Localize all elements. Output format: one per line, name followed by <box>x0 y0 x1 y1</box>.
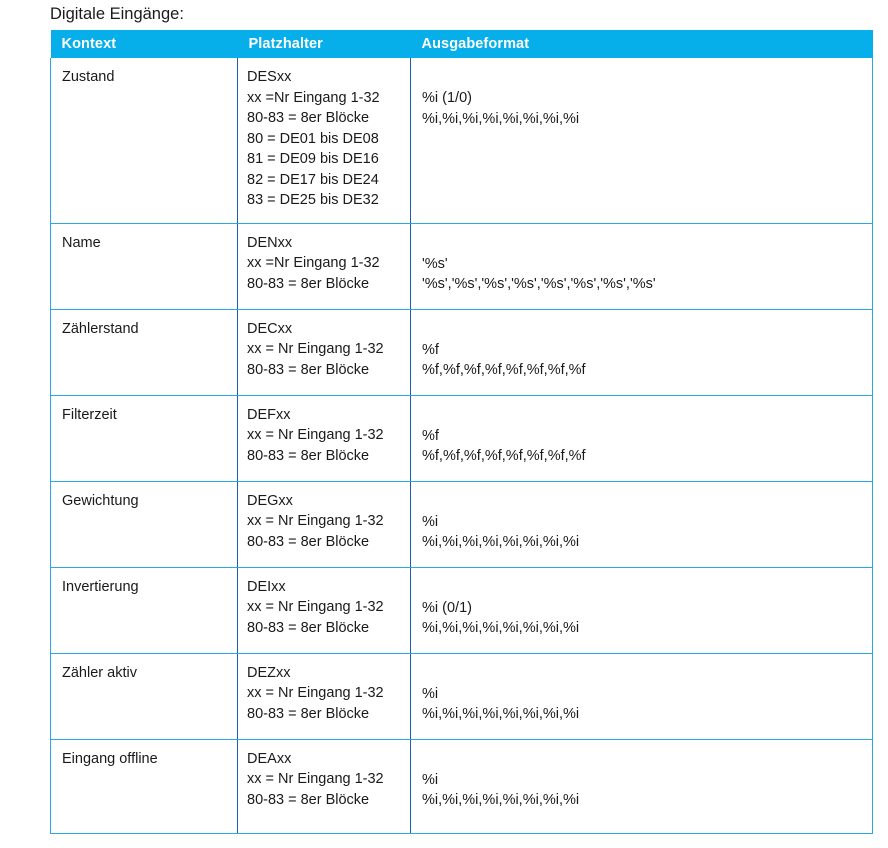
ausgabeformat-line: %i,%i,%i,%i,%i,%i,%i,%i <box>422 792 580 808</box>
platzhalter-line: DEFxx <box>247 406 291 423</box>
cell-ausgabeformat: '%s' '%s','%s','%s','%s','%s','%s','%s','… <box>410 223 873 310</box>
kontext-label: Invertierung <box>62 578 139 595</box>
ausgabeformat-line: '%s' <box>422 255 448 272</box>
page-title: Digitale Eingänge: <box>50 5 184 23</box>
ausgabeformat-line: %i,%i,%i,%i,%i,%i,%i,%i <box>422 620 580 636</box>
kontext-label: Gewichtung <box>62 492 139 509</box>
kontext-label: Zähler aktiv <box>62 664 137 681</box>
platzhalter-line: 80-83 = 8er Blöcke <box>247 705 370 722</box>
platzhalter-line: 80-83 = 8er Blöcke <box>247 110 370 126</box>
ausgabeformat-line: %i,%i,%i,%i,%i,%i,%i,%i <box>422 110 580 127</box>
cell-ausgabeformat: %i (0/1) %i,%i,%i,%i,%i,%i,%i,%i <box>410 567 873 654</box>
cell-ausgabeformat: %i %i,%i,%i,%i,%i,%i,%i,%i <box>410 653 873 740</box>
ausgabeformat-line: %f,%f,%f,%f,%f,%f,%f,%f <box>422 362 586 378</box>
cell-kontext: Filterzeit <box>50 395 238 482</box>
table-row: Eingang offline DEAxx xx = Nr Eingang 1-32… <box>50 739 873 834</box>
platzhalter-line: DEGxx <box>247 492 293 509</box>
cell-kontext: Eingang offline <box>50 739 238 834</box>
table-row: Filterzeit DEFxx xx = Nr Eingang 1-32 80-83… <box>50 395 873 482</box>
platzhalter-line: xx = Nr Eingang 1-32 <box>247 427 384 443</box>
cell-ausgabeformat: %f %f,%f,%f,%f,%f,%f,%f,%f <box>410 309 873 396</box>
ausgabeformat-line: %i (1/0) <box>422 90 472 106</box>
table-header: Kontext Platzhalter Ausgabeformat <box>50 30 873 58</box>
kontext-label: Zählerstand <box>62 320 139 337</box>
platzhalter-line: xx = Nr Eingang 1-32 <box>247 685 384 701</box>
table-row: Zählerstand DECxx xx = Nr Eingang 1-32 80-8… <box>50 309 873 396</box>
platzhalter-line: xx =Nr Eingang 1-32 <box>247 255 380 271</box>
kontext-label: Eingang offline <box>62 750 158 767</box>
platzhalter-line: 80-83 = 8er Blöcke <box>247 361 370 378</box>
cell-platzhalter: DEZxx xx = Nr Eingang 1-32 80-83 = 8er Blö… <box>237 653 411 740</box>
table-row: Invertierung DEIxx xx = Nr Eingang 1-32 80-… <box>50 567 873 654</box>
platzhalter-line: xx = Nr Eingang 1-32 <box>247 341 384 357</box>
platzhalter-line: 80 = DE01 bis DE08 <box>247 130 379 147</box>
cell-ausgabeformat: %f %f,%f,%f,%f,%f,%f,%f,%f <box>410 395 873 482</box>
platzhalter-line: 80-83 = 8er Blöcke <box>247 447 370 464</box>
table-header-row: Kontext Platzhalter Ausgabeformat <box>50 30 873 58</box>
cell-ausgabeformat: %i (1/0) %i,%i,%i,%i,%i,%i,%i,%i <box>410 58 873 224</box>
cell-ausgabeformat: %i %i,%i,%i,%i,%i,%i,%i,%i <box>410 739 873 834</box>
platzhalter-line: 80-83 = 8er Blöcke <box>247 791 370 808</box>
cell-platzhalter: DEFxx xx = Nr Eingang 1-32 80-83 = 8er Blö… <box>237 395 411 482</box>
kontext-label: Zustand <box>62 69 115 85</box>
cell-platzhalter: DEIxx xx = Nr Eingang 1-32 80-83 = 8er Blö… <box>237 567 411 654</box>
platzhalter-line: 80-83 = 8er Blöcke <box>247 533 370 550</box>
platzhalter-line: 80-83 = 8er Blöcke <box>247 619 370 636</box>
platzhalter-line: 80-83 = 8er Blöcke <box>247 275 370 292</box>
table-body: Zustand DESxx xx =Nr Eingang 1-32 80-83 = 8… <box>50 58 873 834</box>
platzhalter-line: xx = Nr Eingang 1-32 <box>247 599 384 615</box>
platzhalter-line: xx =Nr Eingang 1-32 <box>247 89 380 106</box>
ausgabeformat-line: %i,%i,%i,%i,%i,%i,%i,%i <box>422 534 580 550</box>
ausgabeformat-line: %f,%f,%f,%f,%f,%f,%f,%f <box>422 448 586 464</box>
table-row: Gewichtung DEGxx xx = Nr Eingang 1-32 80-83… <box>50 481 873 568</box>
platzhalter-line: 83 = DE25 bis DE32 <box>247 192 379 208</box>
column-header-ausgabeformat: Ausgabeformat <box>410 30 873 58</box>
platzhalter-line: DEZxx <box>247 664 291 681</box>
platzhalter-line: xx = Nr Eingang 1-32 <box>247 771 384 787</box>
platzhalter-line: DEAxx <box>247 750 292 767</box>
table-row: Zustand DESxx xx =Nr Eingang 1-32 80-83 = 8… <box>50 58 873 224</box>
ausgabeformat-line: %i,%i,%i,%i,%i,%i,%i,%i <box>422 706 580 722</box>
platzhalter-line: DESxx <box>247 69 292 85</box>
column-header-kontext: Kontext <box>50 30 238 58</box>
table-row: Zähler aktiv DEZxx xx = Nr Eingang 1-32 80-… <box>50 653 873 740</box>
placeholder-table-wrapper: Kontext Platzhalter Ausgabeformat Zustan… <box>50 30 873 834</box>
cell-platzhalter: DECxx xx = Nr Eingang 1-32 80-83 = 8er Blö… <box>237 309 411 396</box>
platzhalter-line: DENxx <box>247 234 293 251</box>
platzhalter-line: DEIxx <box>247 578 286 595</box>
ausgabeformat-line: '%s','%s','%s','%s','%s','%s','%s','%s' <box>422 276 656 292</box>
ausgabeformat-line: %i (0/1) <box>422 599 472 616</box>
column-header-platzhalter: Platzhalter <box>237 30 411 58</box>
kontext-label: Filterzeit <box>62 406 117 423</box>
kontext-label: Name <box>62 234 101 251</box>
ausgabeformat-line: %f <box>422 341 439 358</box>
cell-kontext: Invertierung <box>50 567 238 654</box>
cell-platzhalter: DENxx xx =Nr Eingang 1-32 80-83 = 8er Blöc… <box>237 223 411 310</box>
cell-kontext: Zustand <box>50 58 238 224</box>
cell-platzhalter: DEGxx xx = Nr Eingang 1-32 80-83 = 8er Blö… <box>237 481 411 568</box>
cell-platzhalter: DESxx xx =Nr Eingang 1-32 80-83 = 8er Blöc… <box>237 58 411 224</box>
cell-kontext: Name <box>50 223 238 310</box>
table-row: Name DENxx xx =Nr Eingang 1-32 80-83 = 8er … <box>50 223 873 310</box>
cell-platzhalter: DEAxx xx = Nr Eingang 1-32 80-83 = 8er Blö… <box>237 739 411 834</box>
ausgabeformat-line: %i <box>422 513 439 530</box>
digital-inputs-placeholder-table: Kontext Platzhalter Ausgabeformat Zustan… <box>50 30 873 834</box>
cell-kontext: Zähler aktiv <box>50 653 238 740</box>
ausgabeformat-line: %f <box>422 427 439 444</box>
ausgabeformat-line: %i <box>422 685 439 702</box>
cell-kontext: Gewichtung <box>50 481 238 568</box>
cell-kontext: Zählerstand <box>50 309 238 396</box>
platzhalter-line: 81 = DE09 bis DE16 <box>247 151 379 167</box>
platzhalter-line: xx = Nr Eingang 1-32 <box>247 513 384 529</box>
platzhalter-line: DECxx <box>247 320 293 337</box>
cell-ausgabeformat: %i %i,%i,%i,%i,%i,%i,%i,%i <box>410 481 873 568</box>
ausgabeformat-line: %i <box>422 771 439 788</box>
platzhalter-line: 82 = DE17 bis DE24 <box>247 171 379 188</box>
